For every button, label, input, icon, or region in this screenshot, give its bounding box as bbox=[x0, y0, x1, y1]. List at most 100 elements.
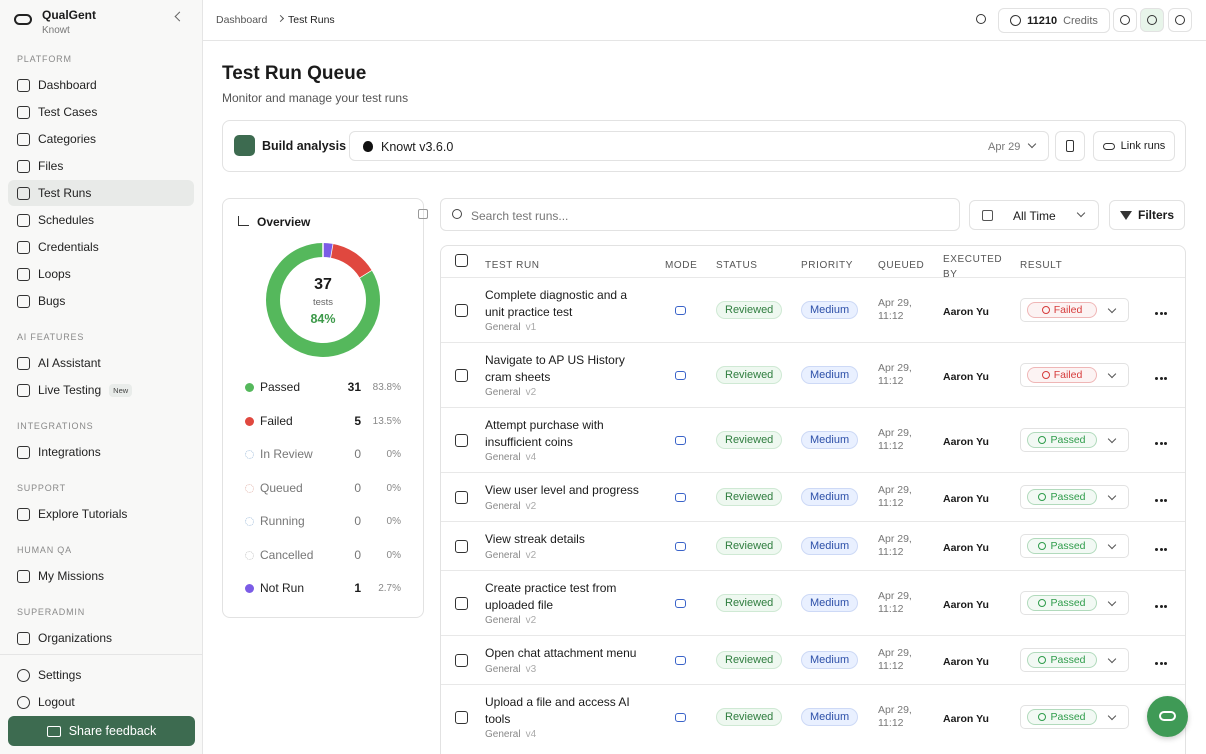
status-cell: Reviewed bbox=[716, 708, 801, 726]
chat-button[interactable] bbox=[1147, 696, 1188, 737]
checkbox[interactable] bbox=[455, 368, 468, 382]
run-name[interactable]: Create practice test from uploaded file bbox=[485, 581, 617, 612]
checkbox[interactable] bbox=[455, 653, 468, 667]
breadcrumb[interactable]: Dashboard bbox=[216, 14, 268, 26]
row-actions[interactable] bbox=[1141, 489, 1185, 505]
filter-icon bbox=[1119, 210, 1132, 220]
search-input[interactable]: Search test runs... bbox=[440, 198, 960, 231]
nav-item[interactable]: Files bbox=[8, 153, 194, 179]
checkbox[interactable] bbox=[455, 303, 468, 317]
nav-item[interactable]: Test Cases bbox=[8, 99, 194, 125]
result-select[interactable]: Failed bbox=[1020, 298, 1129, 322]
name-cell: Open chat attachment menu General v3 bbox=[485, 645, 661, 675]
nav-item[interactable]: Schedules bbox=[8, 207, 194, 233]
checkbox[interactable] bbox=[455, 433, 468, 447]
status-pill: Reviewed bbox=[716, 301, 783, 319]
build-select[interactable]: Knowt v3.6.0 Apr 29 bbox=[349, 131, 1049, 161]
nav-icon bbox=[17, 186, 30, 200]
checkbox-cell bbox=[441, 596, 485, 610]
executor-cell: Aaron Yu bbox=[943, 303, 1020, 318]
run-name[interactable]: Navigate to AP US History cram sheets bbox=[485, 353, 625, 384]
nav-item[interactable]: Categories bbox=[8, 126, 194, 152]
checkbox[interactable] bbox=[455, 596, 468, 610]
nav-item[interactable]: My Missions bbox=[8, 563, 194, 589]
link-runs[interactable]: Link runs bbox=[1093, 131, 1175, 161]
row-actions[interactable] bbox=[1141, 595, 1185, 611]
toolbar-button[interactable] bbox=[1113, 8, 1137, 32]
toolbar-button[interactable] bbox=[1168, 8, 1192, 32]
theme-toggle[interactable] bbox=[976, 14, 986, 24]
mode-icon bbox=[675, 541, 686, 551]
collapse[interactable] bbox=[174, 11, 185, 22]
checkbox-cell bbox=[441, 433, 485, 447]
nav-item[interactable]: Test Runs bbox=[8, 180, 194, 206]
priority-pill: Medium bbox=[801, 488, 859, 506]
nav-item[interactable]: Organizations bbox=[8, 625, 194, 651]
checkbox[interactable] bbox=[455, 710, 468, 724]
checkbox[interactable] bbox=[455, 539, 468, 553]
run-name[interactable]: Attempt purchase with insufficient coins bbox=[485, 418, 604, 449]
executor-name: Aaron Yu bbox=[943, 492, 989, 505]
nav-item[interactable]: Logout bbox=[8, 689, 194, 715]
calendar-icon bbox=[982, 210, 993, 221]
status-dot bbox=[245, 584, 254, 593]
result-select[interactable]: Passed bbox=[1020, 428, 1129, 452]
dot bbox=[1155, 548, 1158, 551]
run-meta: General v4 bbox=[485, 729, 661, 740]
nav-item[interactable]: Credentials bbox=[8, 234, 194, 260]
result-select[interactable]: Failed bbox=[1020, 363, 1129, 387]
run-meta: General v2 bbox=[485, 550, 661, 561]
pin-button[interactable] bbox=[1055, 131, 1085, 161]
checkbox[interactable] bbox=[455, 490, 468, 504]
row-actions[interactable] bbox=[1141, 652, 1185, 668]
queued-cell: Apr 29, 11:12 bbox=[878, 362, 943, 388]
queued-cell: Apr 29, 11:12 bbox=[878, 590, 943, 616]
result-select[interactable]: Passed bbox=[1020, 485, 1129, 509]
table-row: View streak details General v2 Reviewed Medi… bbox=[441, 521, 1185, 570]
nav-item[interactable]: Integrations bbox=[8, 439, 194, 465]
status-pill: Reviewed bbox=[716, 537, 783, 555]
checkbox[interactable] bbox=[455, 254, 468, 267]
run-name[interactable]: Upload a file and access AI tools bbox=[485, 695, 630, 726]
link-label: Link runs bbox=[1120, 140, 1166, 152]
nav-item[interactable]: Loops bbox=[8, 261, 194, 287]
result-cell: Passed bbox=[1020, 485, 1141, 509]
mode-cell bbox=[661, 435, 716, 445]
workspace[interactable]: Knowt bbox=[42, 25, 70, 36]
row-actions[interactable] bbox=[1141, 432, 1185, 448]
nav-item[interactable]: Live Testing New bbox=[8, 377, 194, 403]
pin-icon bbox=[1066, 140, 1074, 152]
column-header: QUEUED bbox=[878, 256, 943, 271]
nav-label: Credentials bbox=[38, 240, 99, 254]
feedback-button[interactable]: Share feedback bbox=[8, 716, 195, 746]
run-name[interactable]: Complete diagnostic and a unit practice … bbox=[485, 288, 628, 319]
chevron bbox=[1107, 491, 1117, 501]
toolbar-button[interactable] bbox=[1140, 8, 1164, 32]
result-select[interactable]: Passed bbox=[1020, 705, 1129, 729]
nav-item[interactable]: Dashboard bbox=[8, 72, 194, 98]
nav-item[interactable]: AI Assistant bbox=[8, 350, 194, 376]
result-select[interactable]: Passed bbox=[1020, 591, 1129, 615]
donut-segment bbox=[322, 243, 333, 258]
result-select[interactable]: Passed bbox=[1020, 534, 1129, 558]
row-actions[interactable] bbox=[1141, 367, 1185, 383]
run-version: v2 bbox=[525, 500, 537, 512]
run-name[interactable]: View user level and progress bbox=[485, 483, 639, 498]
brand: QualGent bbox=[42, 8, 97, 22]
run-name[interactable]: View streak details bbox=[485, 532, 585, 547]
nav-item[interactable]: Explore Tutorials bbox=[8, 501, 194, 527]
time-select[interactable]: All Time bbox=[969, 200, 1099, 230]
result-select[interactable]: Passed bbox=[1020, 648, 1129, 672]
nav-icon bbox=[17, 507, 30, 521]
row-actions[interactable] bbox=[1141, 302, 1185, 318]
dot bbox=[1155, 605, 1158, 608]
filters-button[interactable]: Filters bbox=[1109, 200, 1185, 230]
nav-item[interactable]: Bugs bbox=[8, 288, 194, 314]
name-cell: Attempt purchase with insufficient coins… bbox=[485, 417, 661, 463]
run-name[interactable]: Open chat attachment menu bbox=[485, 646, 637, 661]
credits[interactable]: 11210 Credits bbox=[998, 8, 1110, 33]
nav-icon bbox=[17, 105, 30, 119]
nav-item[interactable]: Settings bbox=[8, 662, 194, 688]
overview-toggle[interactable] bbox=[418, 209, 428, 219]
row-actions[interactable] bbox=[1141, 538, 1185, 554]
